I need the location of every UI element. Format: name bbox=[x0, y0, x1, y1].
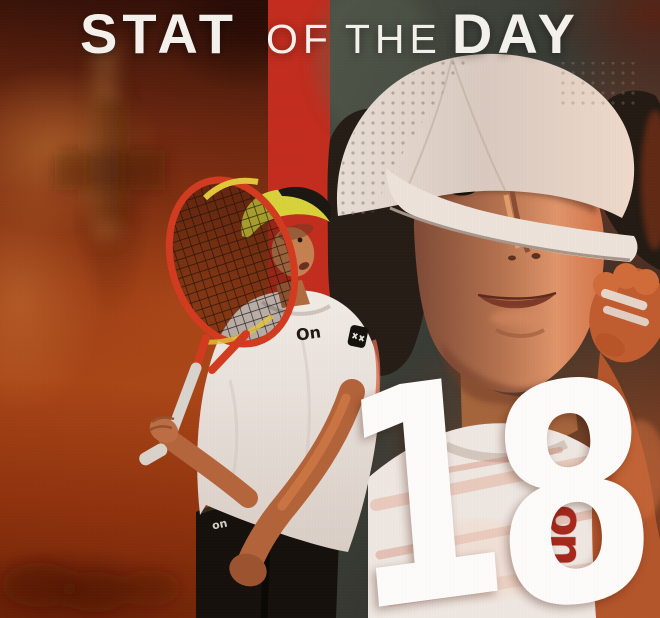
headline-word-day: DAY bbox=[451, 2, 580, 65]
racquet-frame bbox=[165, 176, 299, 348]
racquet-yellow-top bbox=[202, 177, 259, 201]
nostril-right bbox=[531, 253, 541, 259]
headline: STAT OF THE DAY bbox=[0, 6, 660, 62]
on-logo-chest: On bbox=[294, 322, 323, 345]
nostril-left bbox=[508, 255, 516, 261]
chin-highlight bbox=[490, 310, 542, 326]
portrait-player bbox=[327, 53, 660, 618]
racquet-handle bbox=[166, 362, 202, 438]
shirt-light-patch bbox=[410, 520, 550, 600]
headline-word-the: THE bbox=[344, 16, 442, 62]
headline-word-of: OF bbox=[265, 16, 333, 62]
tennis-racquet bbox=[165, 176, 299, 348]
on-logo-shorts: on bbox=[210, 516, 229, 533]
chin-crease bbox=[495, 328, 545, 338]
mouth bbox=[478, 293, 556, 309]
player-eye bbox=[297, 237, 303, 243]
sleeve-patch bbox=[347, 325, 369, 348]
player-cap-black bbox=[278, 186, 331, 222]
arm-highlight bbox=[614, 420, 660, 520]
wristband bbox=[139, 443, 168, 466]
cap-perforation-dots-right bbox=[560, 62, 640, 110]
stat-value: 18 bbox=[320, 312, 660, 618]
hair-rim-light bbox=[641, 110, 660, 250]
jaw-shadow bbox=[440, 340, 560, 405]
shirt-collar bbox=[444, 439, 569, 463]
portrait-fist bbox=[589, 263, 660, 363]
action-player bbox=[139, 176, 381, 618]
sleeve-rim-light bbox=[370, 339, 381, 426]
portrait-cap-brim bbox=[386, 168, 638, 262]
hanging-fist bbox=[229, 553, 267, 587]
sleeve-patch-mark bbox=[351, 332, 365, 342]
cap-perforation-dots bbox=[337, 58, 470, 216]
grip-fingers bbox=[149, 416, 175, 432]
player-forearm bbox=[158, 428, 258, 508]
stat-digit-8: 8 bbox=[477, 312, 660, 618]
headline-word-stat: STAT bbox=[80, 2, 238, 65]
hanging-arm-highlight bbox=[277, 393, 351, 511]
player-mouth bbox=[298, 262, 310, 270]
grip-hand bbox=[149, 417, 179, 443]
brim-edge-shadow bbox=[389, 206, 631, 262]
lip-line bbox=[477, 291, 557, 300]
